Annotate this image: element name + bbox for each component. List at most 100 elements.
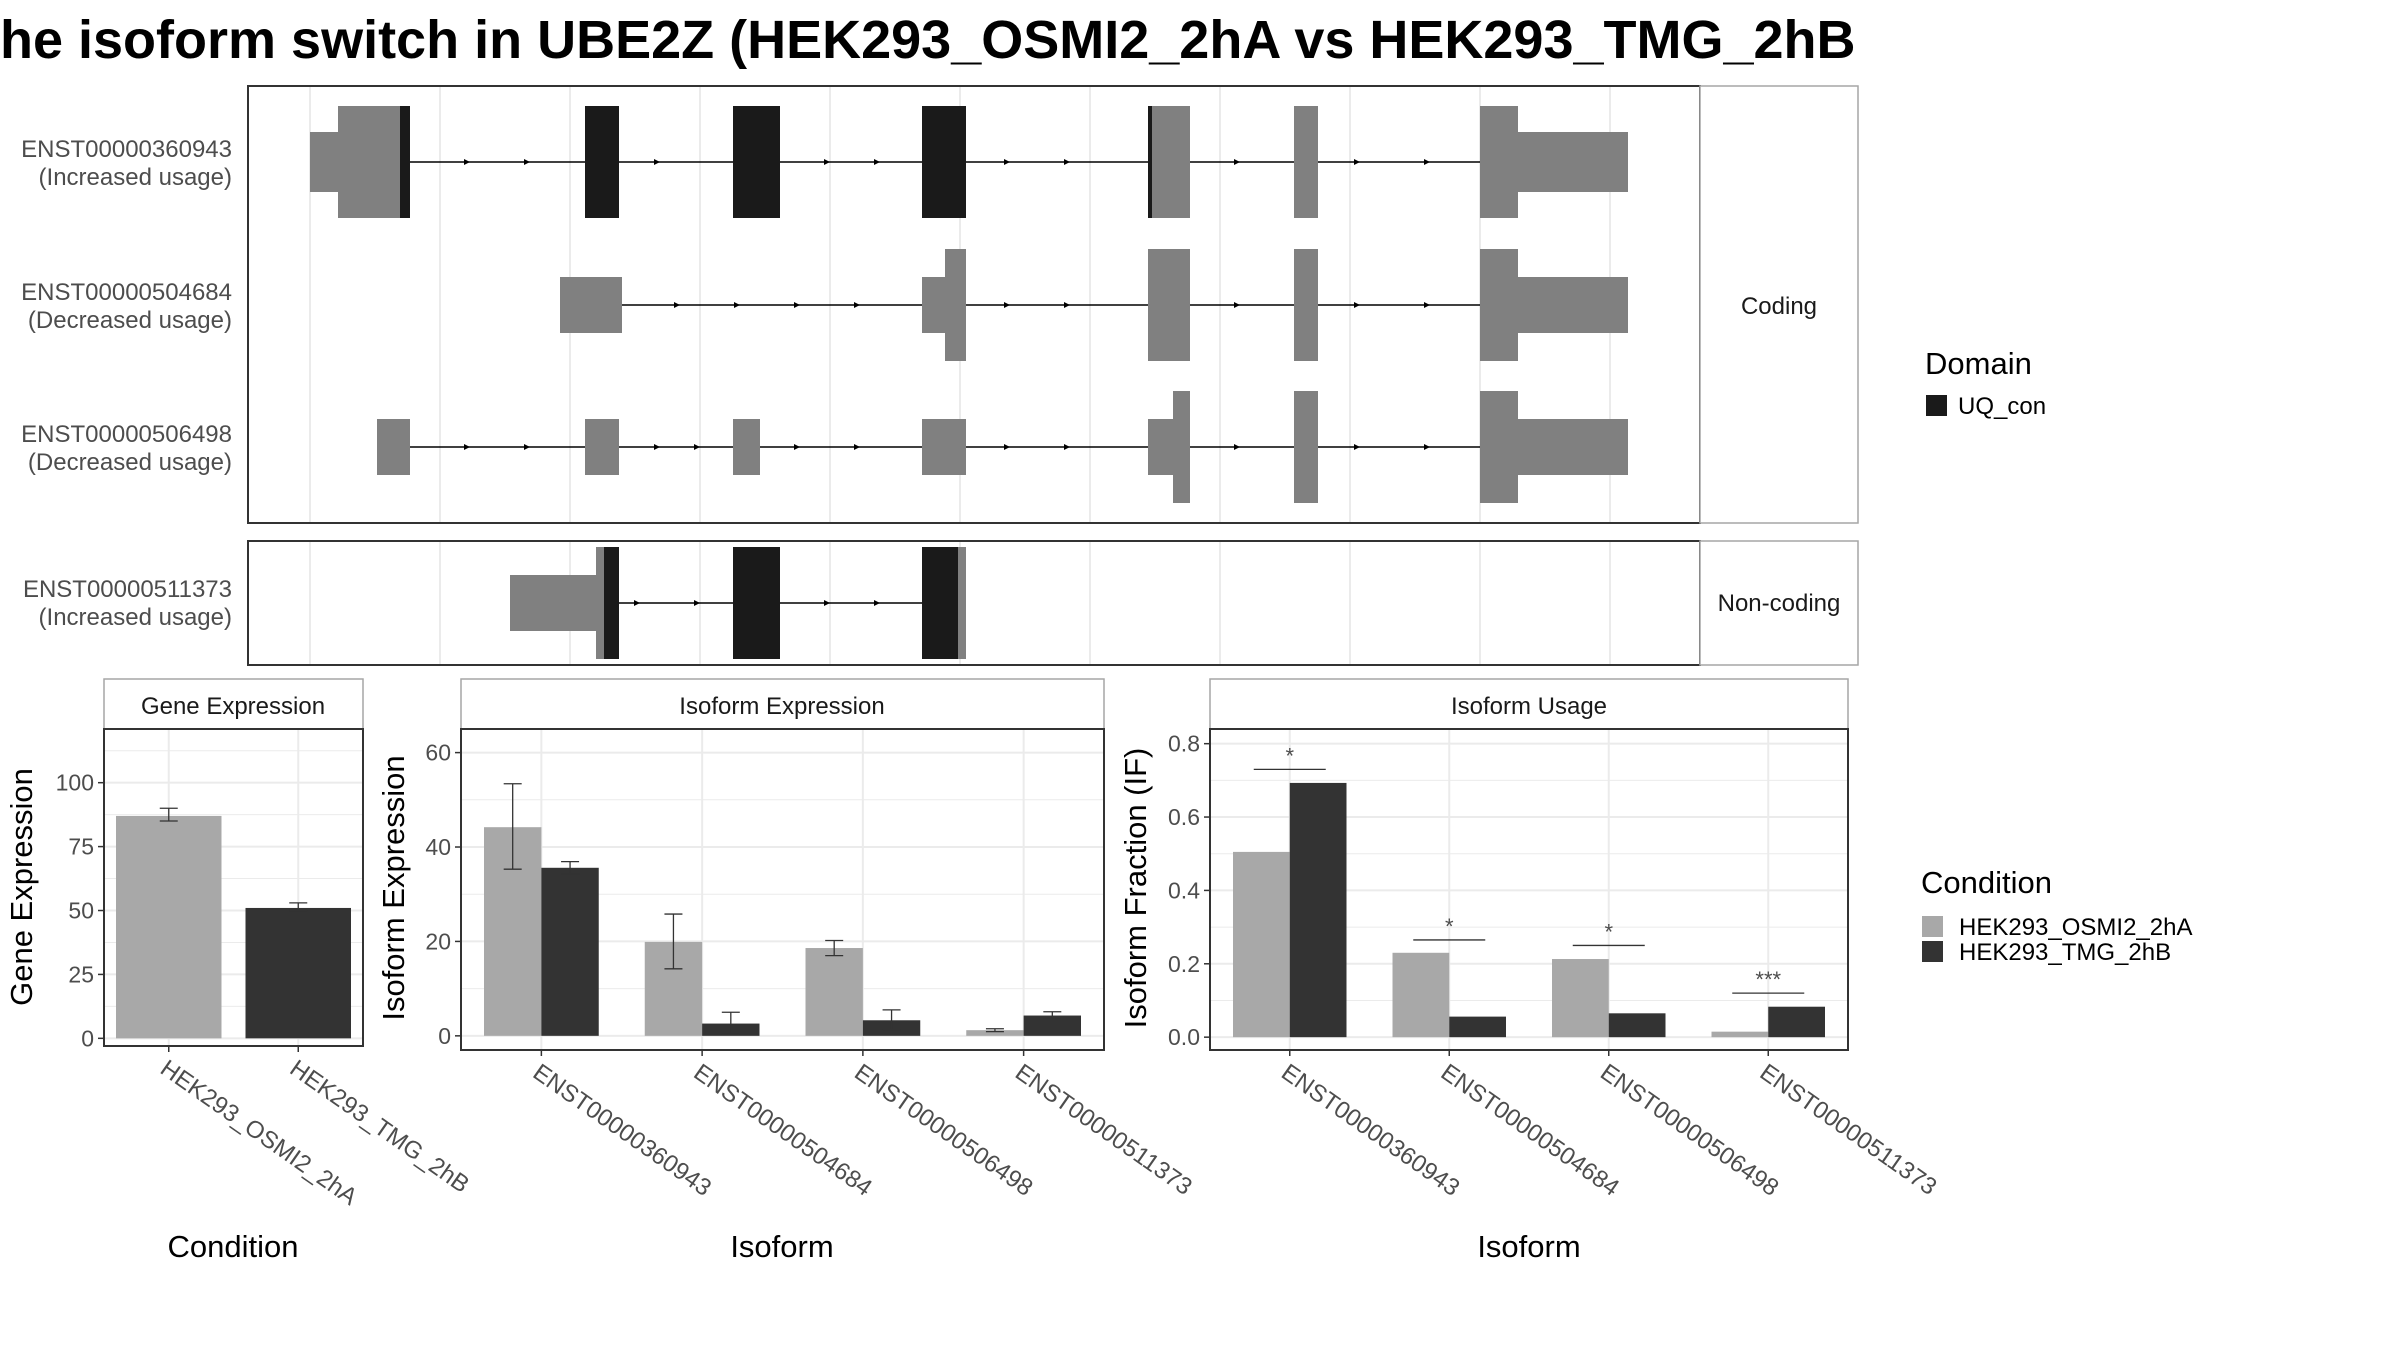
transcript-structure-panels: Coding Non-coding ENST00000360943 (Incre… bbox=[21, 85, 1859, 666]
y-tick-label: 25 bbox=[68, 961, 94, 987]
row-label-id-1: ENST00000360943 bbox=[21, 136, 232, 163]
exon bbox=[1294, 106, 1318, 218]
condition-legend: Condition HEK293_OSMI2_2hA HEK293_TMG_2h… bbox=[1921, 865, 2192, 966]
domain-legend-title: Domain bbox=[1925, 346, 2032, 381]
y-tick-label: 0.8 bbox=[1168, 731, 1200, 757]
strand-arrow bbox=[1004, 302, 1010, 308]
isoform-expression-chart: Isoform Expression 0 20 40 60 ENST000003609… bbox=[376, 678, 1197, 1264]
exon bbox=[560, 277, 622, 333]
strand-arrow bbox=[464, 444, 470, 450]
row-label-id-2: ENST00000504684 bbox=[21, 279, 232, 306]
exon bbox=[1152, 106, 1190, 218]
exon bbox=[1518, 419, 1628, 475]
strand-arrow bbox=[1354, 159, 1360, 165]
bar bbox=[1233, 851, 1290, 1038]
exon bbox=[596, 547, 604, 659]
gene-expression-y-title: Gene Expression bbox=[4, 768, 39, 1006]
strand-arrow bbox=[1424, 302, 1430, 308]
transcript-rows bbox=[310, 106, 1628, 659]
bar bbox=[1711, 1031, 1769, 1038]
strand-arrow bbox=[1064, 159, 1070, 165]
strand-arrow bbox=[654, 444, 660, 450]
isoform-expression-y-ticks: 0 20 40 60 bbox=[425, 740, 461, 1049]
isoform-usage-y-title: Isoform Fraction (IF) bbox=[1118, 748, 1153, 1029]
noncoding-panel-background bbox=[248, 541, 1700, 665]
strand-arrow bbox=[1004, 159, 1010, 165]
condition-legend-label-b: HEK293_TMG_2hB bbox=[1959, 939, 2171, 966]
x-tick-label: ENST00000360943 bbox=[528, 1059, 716, 1202]
strand-arrow bbox=[1004, 444, 1010, 450]
domain-exon bbox=[733, 547, 780, 659]
x-tick-label: ENST00000511373 bbox=[1010, 1059, 1197, 1201]
isoform-usage-strip-title: Isoform Usage bbox=[1451, 693, 1607, 720]
y-tick-label: 60 bbox=[425, 740, 451, 766]
strand-arrow bbox=[694, 600, 700, 606]
strand-arrow bbox=[694, 444, 700, 450]
y-tick-label: 75 bbox=[68, 834, 94, 860]
strand-arrow bbox=[524, 444, 530, 450]
isoform-expression-strip bbox=[460, 678, 1105, 730]
bar bbox=[1023, 1015, 1081, 1036]
isoform-usage-y-ticks: 0.0 0.2 0.4 0.6 0.8 bbox=[1168, 731, 1210, 1050]
strand-arrow bbox=[1354, 302, 1360, 308]
bar bbox=[1608, 1013, 1666, 1038]
exon bbox=[1294, 391, 1318, 503]
strand-arrow bbox=[874, 159, 880, 165]
y-tick-label: 0 bbox=[438, 1023, 451, 1049]
exon bbox=[945, 249, 966, 361]
strand-arrow bbox=[1234, 302, 1240, 308]
significance-label: * bbox=[1445, 914, 1454, 939]
exon bbox=[310, 132, 338, 192]
strand-arrow bbox=[674, 302, 680, 308]
exon bbox=[733, 419, 760, 475]
strand-arrow bbox=[524, 159, 530, 165]
domain-legend-label: UQ_con bbox=[1958, 393, 2046, 420]
figure-title: he isoform switch in UBE2Z (HEK293_OSMI2… bbox=[0, 10, 1856, 70]
exon bbox=[1480, 249, 1518, 361]
strand-arrow bbox=[1064, 444, 1070, 450]
exon bbox=[1294, 249, 1318, 361]
bar bbox=[1552, 959, 1609, 1038]
isoform-usage-x-title: Isoform bbox=[1477, 1229, 1580, 1264]
y-tick-label: 0.2 bbox=[1168, 951, 1200, 977]
bar bbox=[116, 815, 222, 1039]
gene-expression-strip-title: Gene Expression bbox=[141, 693, 325, 720]
transcript-model-2 bbox=[560, 249, 1628, 361]
domain-exon bbox=[733, 106, 780, 218]
domain-exon bbox=[604, 547, 619, 659]
row-label-usage-3: (Decreased usage) bbox=[28, 449, 232, 476]
strand-arrow bbox=[854, 444, 860, 450]
condition-legend-title: Condition bbox=[1921, 865, 2052, 900]
bar bbox=[541, 867, 599, 1036]
exon bbox=[1173, 391, 1190, 503]
domain-exon bbox=[922, 106, 966, 218]
row-label-id-3: ENST00000506498 bbox=[21, 421, 232, 448]
y-tick-label: 0.6 bbox=[1168, 804, 1200, 830]
strand-arrow bbox=[854, 302, 860, 308]
bar bbox=[1392, 952, 1450, 1038]
exon bbox=[1148, 249, 1190, 361]
x-tick-label: ENST00000504684 bbox=[689, 1059, 877, 1202]
y-tick-label: 0.0 bbox=[1168, 1024, 1200, 1050]
gene-expression-y-ticks: 0 25 50 75 100 bbox=[56, 770, 104, 1051]
strand-arrow bbox=[1354, 444, 1360, 450]
y-tick-label: 20 bbox=[425, 928, 451, 954]
significance-label: * bbox=[1604, 919, 1613, 944]
coding-strip-label: Coding bbox=[1741, 293, 1817, 320]
exon bbox=[338, 106, 400, 218]
exon bbox=[377, 419, 410, 475]
exon bbox=[585, 419, 619, 475]
strand-arrow bbox=[1424, 444, 1430, 450]
isoform-usage-x-ticks: ENST00000360943ENST00000504684ENST000005… bbox=[1276, 1050, 1942, 1202]
domain-exon bbox=[400, 106, 410, 218]
strand-arrow bbox=[464, 159, 470, 165]
bar bbox=[805, 948, 863, 1036]
row-label-id-4: ENST00000511373 bbox=[23, 576, 232, 603]
isoform-expression-strip-title: Isoform Expression bbox=[679, 693, 884, 720]
bar bbox=[1768, 1006, 1825, 1038]
y-tick-label: 100 bbox=[56, 770, 94, 796]
strand-arrow bbox=[734, 302, 740, 308]
isoform-usage-strip bbox=[1209, 678, 1849, 730]
